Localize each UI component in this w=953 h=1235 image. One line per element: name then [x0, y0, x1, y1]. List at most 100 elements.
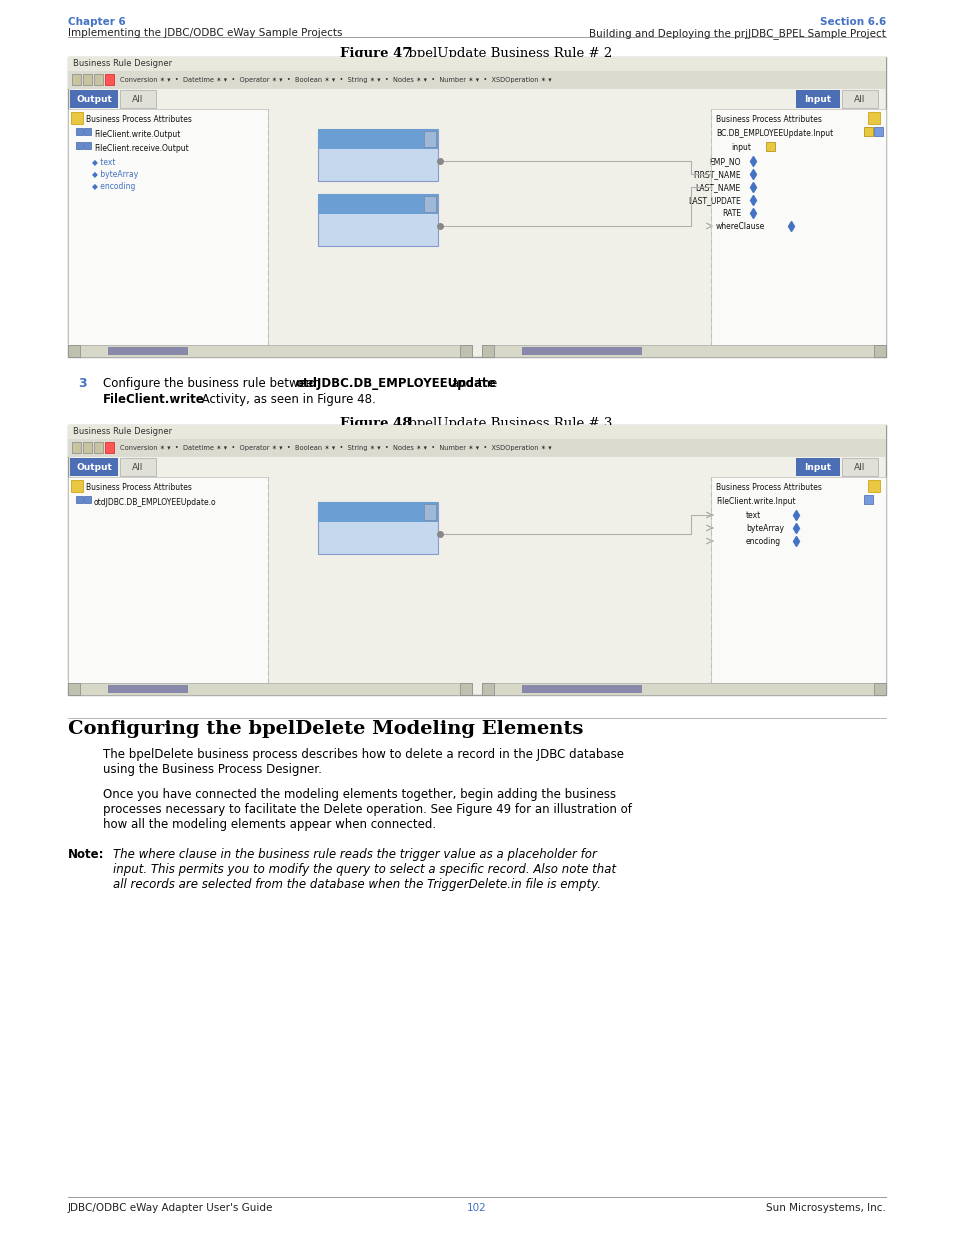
FancyBboxPatch shape	[481, 345, 494, 357]
Text: Output: Output	[76, 95, 112, 104]
FancyBboxPatch shape	[68, 345, 472, 357]
FancyBboxPatch shape	[795, 90, 840, 107]
FancyBboxPatch shape	[867, 480, 879, 492]
Text: Input: Input	[803, 95, 831, 104]
Text: input. This permits you to modify the query to select a specific record. Also no: input. This permits you to modify the qu…	[112, 863, 616, 876]
Text: A  string literal: A string literal	[339, 508, 396, 516]
Text: Output: Output	[76, 462, 112, 472]
Text: Chapter 6: Chapter 6	[68, 17, 126, 27]
FancyBboxPatch shape	[481, 683, 494, 695]
FancyBboxPatch shape	[521, 347, 641, 354]
FancyBboxPatch shape	[68, 425, 885, 438]
Text: text: text	[745, 511, 760, 520]
FancyBboxPatch shape	[873, 127, 882, 136]
FancyBboxPatch shape	[765, 142, 774, 151]
Text: ◆ byteArray: ◆ byteArray	[91, 170, 138, 179]
Text: using the Business Process Designer.: using the Business Process Designer.	[103, 763, 321, 776]
Text: A  string literal: A string literal	[339, 200, 396, 209]
FancyBboxPatch shape	[317, 501, 437, 555]
FancyBboxPatch shape	[68, 425, 885, 695]
FancyBboxPatch shape	[68, 57, 885, 70]
Text: All: All	[854, 462, 864, 472]
FancyBboxPatch shape	[317, 128, 437, 182]
Text: Business Rule Designer: Business Rule Designer	[73, 59, 172, 68]
Text: BC.DB_EMPLOYEEUpdate.Input: BC.DB_EMPLOYEEUpdate.Input	[716, 128, 832, 138]
FancyBboxPatch shape	[863, 127, 872, 136]
Text: All: All	[132, 462, 144, 472]
FancyBboxPatch shape	[710, 109, 885, 345]
FancyBboxPatch shape	[105, 442, 113, 453]
FancyBboxPatch shape	[84, 496, 91, 503]
FancyBboxPatch shape	[84, 142, 91, 149]
FancyBboxPatch shape	[873, 345, 885, 357]
Text: LAST_NAME: LAST_NAME	[695, 183, 740, 191]
Text: Section 6.6: Section 6.6	[819, 17, 885, 27]
FancyBboxPatch shape	[68, 57, 885, 357]
FancyBboxPatch shape	[68, 683, 472, 695]
FancyBboxPatch shape	[710, 477, 885, 683]
Text: RATE: RATE	[721, 209, 740, 219]
Text: 3: 3	[78, 377, 87, 390]
Text: Note:: Note:	[68, 848, 105, 861]
FancyBboxPatch shape	[68, 109, 268, 345]
Text: 'Lara': 'Lara'	[326, 164, 349, 173]
FancyBboxPatch shape	[317, 501, 437, 522]
FancyBboxPatch shape	[423, 504, 436, 520]
FancyBboxPatch shape	[120, 90, 156, 107]
FancyBboxPatch shape	[481, 683, 885, 695]
Text: how all the modeling elements appear when connected.: how all the modeling elements appear whe…	[103, 818, 436, 831]
FancyBboxPatch shape	[94, 442, 103, 453]
FancyBboxPatch shape	[71, 480, 83, 492]
Text: FileClient.write.Output: FileClient.write.Output	[94, 130, 180, 140]
FancyBboxPatch shape	[481, 345, 885, 357]
Text: Configure the business rule between: Configure the business rule between	[103, 377, 324, 390]
FancyBboxPatch shape	[83, 442, 91, 453]
FancyBboxPatch shape	[317, 128, 437, 149]
Text: FIRST_NAME: FIRST_NAME	[693, 170, 740, 179]
Text: Configuring the bpelDelete Modeling Elements: Configuring the bpelDelete Modeling Elem…	[68, 720, 583, 739]
Text: Input: Input	[803, 462, 831, 472]
Text: 'Brian': 'Brian'	[326, 230, 352, 238]
Text: whereClause: whereClause	[716, 222, 764, 231]
FancyBboxPatch shape	[841, 458, 877, 475]
Text: otdJDBC.DB_EMPLOYEEUpdate: otdJDBC.DB_EMPLOYEEUpdate	[295, 377, 497, 390]
FancyBboxPatch shape	[70, 90, 118, 107]
Text: A  string literal: A string literal	[339, 135, 396, 143]
Text: Business Process Attributes: Business Process Attributes	[716, 115, 821, 124]
Text: 'Update Done': 'Update Done'	[326, 537, 385, 547]
Text: ◆ encoding: ◆ encoding	[91, 182, 135, 191]
Text: bpelUpdate Business Rule # 3: bpelUpdate Business Rule # 3	[399, 417, 612, 430]
FancyBboxPatch shape	[317, 194, 437, 246]
Text: processes necessary to facilitate the Delete operation. See Figure 49 for an ill: processes necessary to facilitate the De…	[103, 803, 631, 816]
FancyBboxPatch shape	[71, 112, 83, 124]
Text: LAST_UPDATE: LAST_UPDATE	[687, 196, 740, 205]
FancyBboxPatch shape	[68, 345, 80, 357]
Text: Business Process Attributes: Business Process Attributes	[716, 483, 821, 492]
FancyBboxPatch shape	[423, 131, 436, 147]
FancyBboxPatch shape	[68, 477, 268, 683]
FancyBboxPatch shape	[120, 458, 156, 475]
Text: otdJDBC.DB_EMPLOYEEUpdate.o: otdJDBC.DB_EMPLOYEEUpdate.o	[94, 498, 216, 508]
Text: All: All	[132, 95, 144, 104]
Text: Building and Deploying the prjJDBC_BPEL Sample Project: Building and Deploying the prjJDBC_BPEL …	[589, 28, 885, 40]
Text: Business Process Attributes: Business Process Attributes	[86, 483, 192, 492]
Text: input: input	[730, 143, 750, 152]
FancyBboxPatch shape	[71, 74, 81, 85]
FancyBboxPatch shape	[108, 347, 188, 354]
Text: Implementing the JDBC/ODBC eWay Sample Projects: Implementing the JDBC/ODBC eWay Sample P…	[68, 28, 342, 38]
FancyBboxPatch shape	[68, 683, 80, 695]
Text: Sun Microsystems, Inc.: Sun Microsystems, Inc.	[765, 1203, 885, 1213]
FancyBboxPatch shape	[76, 128, 83, 135]
Text: FileClient.write.Input: FileClient.write.Input	[716, 496, 795, 506]
Text: Activity, as seen in Figure 48.: Activity, as seen in Figure 48.	[198, 393, 375, 406]
Text: EMP_NO: EMP_NO	[709, 157, 740, 165]
FancyBboxPatch shape	[105, 74, 113, 85]
Text: JDBC/ODBC eWay Adapter User's Guide: JDBC/ODBC eWay Adapter User's Guide	[68, 1203, 274, 1213]
FancyBboxPatch shape	[873, 683, 885, 695]
Text: Conversion ✶ ▾  •  Datetime ✶ ▾  •  Operator ✶ ▾  •  Boolean ✶ ▾  •  String ✶ ▾ : Conversion ✶ ▾ • Datetime ✶ ▾ • Operator…	[120, 445, 551, 451]
FancyBboxPatch shape	[841, 90, 877, 107]
FancyBboxPatch shape	[521, 685, 641, 693]
FancyBboxPatch shape	[70, 458, 118, 475]
Text: Business Rule Designer: Business Rule Designer	[73, 427, 172, 436]
Text: byteArray: byteArray	[745, 524, 783, 534]
